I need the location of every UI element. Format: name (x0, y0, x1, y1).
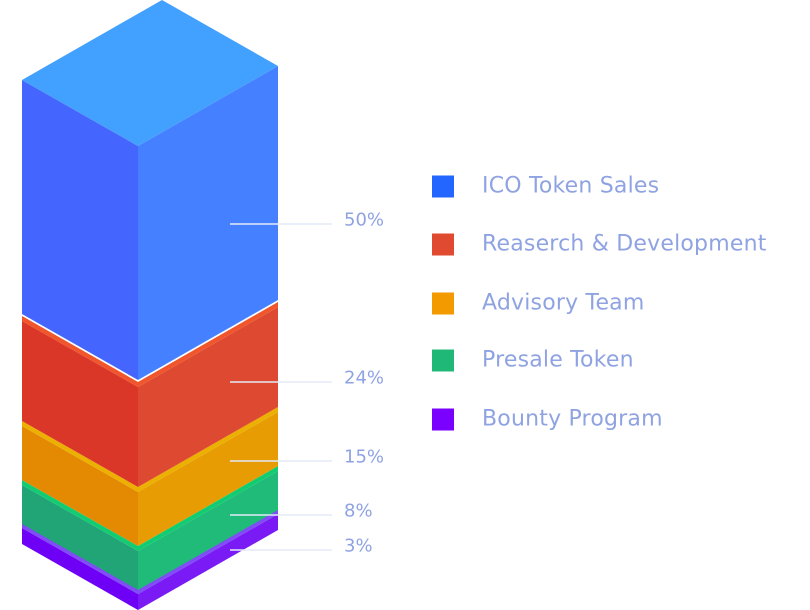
bar-left-face-reaserch-development (22, 321, 138, 487)
bar-left-face-advisory-team (22, 426, 138, 546)
legend-label: Bounty Program (482, 406, 663, 432)
data-label: 8% (344, 500, 373, 522)
legend-swatch (432, 349, 454, 371)
data-label: 3% (344, 535, 373, 557)
bar-left-face-bounty-program (22, 528, 138, 610)
bar-right-face-ico-token-sales (138, 66, 278, 380)
legend-swatch (432, 175, 454, 197)
bar-right-face-presale-token (138, 471, 278, 590)
data-label: 15% (344, 446, 385, 468)
legend-label: Presale Token (482, 347, 634, 373)
data-label: 24% (344, 367, 385, 389)
bar-top-face-ico-token-sales (22, 0, 278, 146)
bar-right-face-bounty-program (138, 514, 278, 610)
bar-right-face-advisory-team (138, 412, 278, 546)
data-label: 50% (344, 209, 385, 231)
legend-item: Presale Token (432, 348, 634, 373)
legend-item: Reaserch & Development (432, 232, 767, 257)
legend-label: Advisory Team (482, 290, 645, 316)
legend-swatch (432, 233, 454, 255)
legend-label: Reaserch & Development (482, 231, 767, 257)
bar-left-face-ico-token-sales (22, 80, 138, 380)
bar-right-face-reaserch-development (138, 307, 278, 487)
legend-item: Advisory Team (432, 291, 645, 316)
legend-item: Bounty Program (432, 407, 663, 432)
legend-swatch (432, 408, 454, 430)
legend-label: ICO Token Sales (482, 173, 660, 199)
legend-swatch (432, 292, 454, 314)
legend-item: ICO Token Sales (432, 174, 659, 199)
bar-left-face-presale-token (22, 485, 138, 590)
